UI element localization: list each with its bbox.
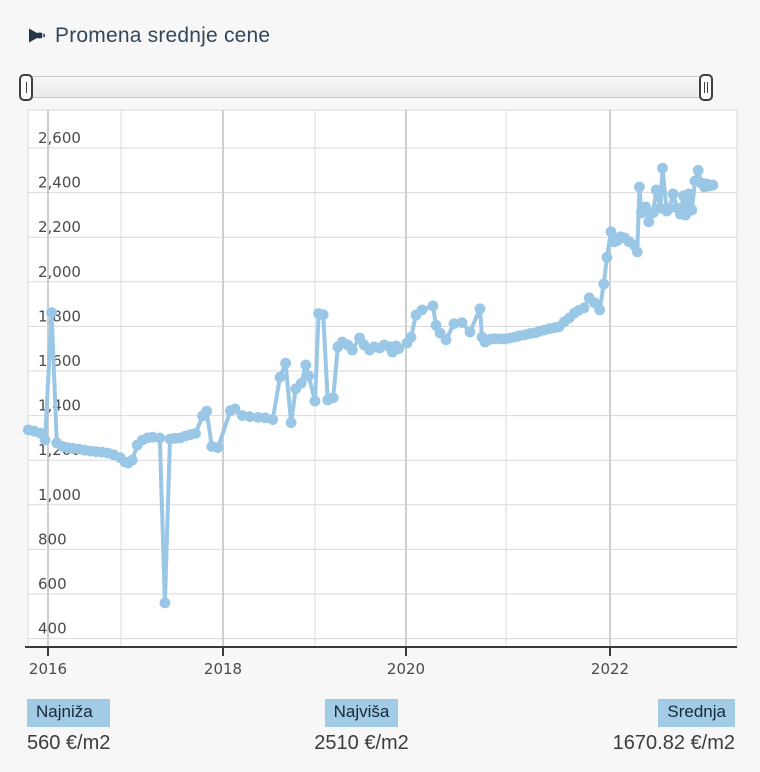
stat-label-mean: Srednja bbox=[658, 699, 735, 728]
stat-min: Najniža 560 €/m2 bbox=[27, 699, 111, 755]
stat-mean: Srednja 1670.82 €/m2 bbox=[613, 699, 735, 755]
page-title: Promena srednje cene bbox=[55, 24, 271, 47]
stats-row: Najniža 560 €/m2 Najviša 2510 €/m2 Sredn… bbox=[27, 699, 735, 755]
x-axis-labels: 2016 2018 2020 2022 bbox=[29, 647, 629, 678]
stat-value-mean: 1670.82 €/m2 bbox=[612, 732, 735, 755]
chart-points bbox=[22, 162, 719, 609]
chart-header: Promena srednje cene bbox=[27, 24, 270, 48]
svg-text:2,600: 2,600 bbox=[38, 129, 81, 147]
svg-text:2022: 2022 bbox=[591, 660, 629, 678]
stat-max: Najviša 2510 €/m2 bbox=[314, 699, 409, 755]
stat-value-min: 560 €/m2 bbox=[27, 732, 111, 755]
price-chart: 4006008001,0001,2001,4001,6001,8002,0002… bbox=[22, 109, 738, 678]
svg-text:2,200: 2,200 bbox=[38, 218, 81, 236]
plot-area bbox=[27, 109, 738, 648]
svg-text:600: 600 bbox=[38, 575, 67, 593]
svg-text:2,000: 2,000 bbox=[38, 263, 81, 281]
svg-text:2018: 2018 bbox=[204, 660, 242, 678]
stat-label-max: Najviša bbox=[324, 699, 399, 728]
svg-text:1,000: 1,000 bbox=[38, 486, 81, 504]
svg-text:400: 400 bbox=[38, 620, 67, 638]
svg-text:2016: 2016 bbox=[29, 660, 67, 678]
megaphone-icon bbox=[27, 28, 46, 44]
svg-text:2020: 2020 bbox=[387, 660, 425, 678]
slider-handle-left[interactable] bbox=[19, 74, 33, 101]
range-slider[interactable] bbox=[25, 76, 709, 98]
svg-text:1,800: 1,800 bbox=[38, 307, 81, 325]
stat-label-min: Najniža bbox=[27, 699, 111, 728]
svg-text:1,600: 1,600 bbox=[38, 352, 81, 370]
svg-text:1,400: 1,400 bbox=[38, 397, 81, 415]
svg-text:800: 800 bbox=[38, 530, 67, 548]
slider-handle-right[interactable] bbox=[699, 74, 713, 101]
stat-value-max: 2510 €/m2 bbox=[314, 732, 409, 755]
svg-text:2,400: 2,400 bbox=[38, 174, 81, 192]
